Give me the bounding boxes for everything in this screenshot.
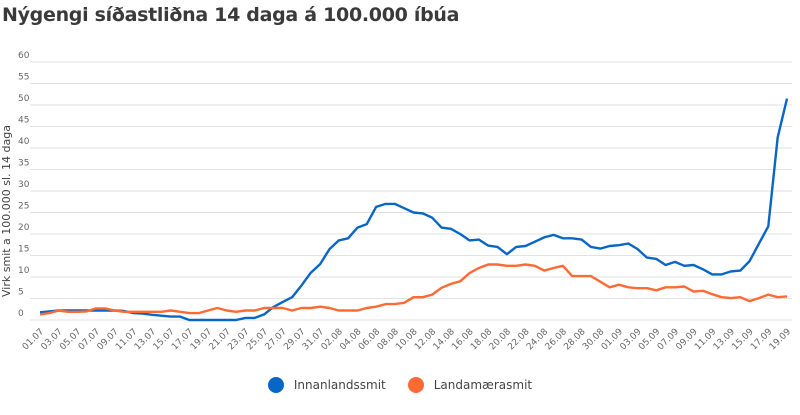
legend-marker-icon [407, 377, 424, 393]
y-tick-label: 45 [18, 116, 29, 126]
legend: Innanlandssmit Landamærasmit [0, 377, 800, 393]
series-line-landamærasmit [39, 263, 788, 316]
y-tick-label: 15 [18, 245, 29, 255]
legend-label: Landamærasmit [433, 378, 533, 392]
y-tick-label: 10 [18, 266, 30, 276]
y-tick-label: 35 [18, 159, 29, 169]
y-tick-label: 50 [18, 94, 30, 104]
y-tick-label: 25 [18, 202, 29, 212]
y-tick-label: 60 [18, 51, 30, 61]
y-tick-label: 40 [18, 137, 30, 147]
y-tick-label: 20 [18, 223, 30, 233]
y-tick-label: 0 [18, 309, 24, 319]
y-tick-label: 55 [18, 73, 29, 83]
series-line-innanlandssmit [39, 98, 789, 322]
y-axis-label: Virk smit a 100.000 sl. 14 daga [0, 125, 13, 297]
legend-item-innanlandssmit[interactable]: Innanlandssmit [267, 377, 386, 393]
legend-label: Innanlandssmit [293, 378, 386, 392]
y-tick-label: 5 [18, 288, 24, 298]
legend-item-landamaerasmit[interactable]: Landamærasmit [407, 377, 533, 393]
line-chart: 0 5 10 15 20 25 30 35 40 45 50 55 60 Virk smit a 100.… [0, 51, 793, 352]
x-tick-label: 19.09 [768, 327, 793, 352]
y-tick-label: 30 [18, 180, 30, 190]
legend-marker-icon [267, 377, 284, 393]
chart-title: Nýgengi síðastliðna 14 daga á 100.000 íb… [2, 4, 460, 26]
